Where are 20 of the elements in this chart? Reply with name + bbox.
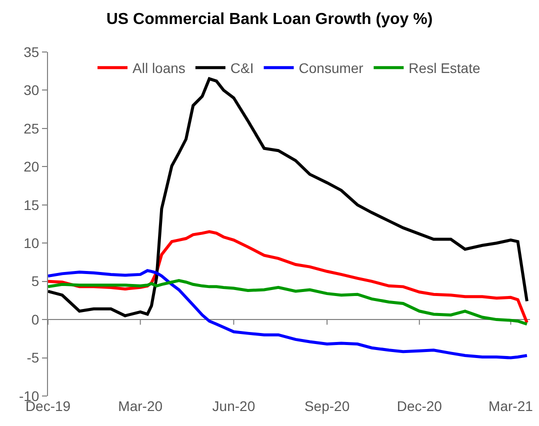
- legend-label: C&I: [230, 60, 254, 76]
- y-tick-label: 30: [24, 82, 40, 98]
- chart-title: US Commercial Bank Loan Growth (yoy %): [106, 10, 433, 28]
- y-tick-label: 0: [31, 311, 40, 328]
- y-tick-label: 10: [24, 235, 40, 252]
- x-tick-label: Jun-20: [212, 398, 256, 414]
- legend-label: All loans: [132, 60, 186, 76]
- legend-label: Resl Estate: [408, 60, 480, 76]
- legend-label: Consumer: [298, 60, 364, 76]
- y-tick-label: -5: [26, 350, 40, 366]
- x-tick-label: Sep-20: [304, 398, 350, 414]
- x-tick-label: Mar-20: [118, 398, 163, 414]
- y-tick-label: 35: [24, 44, 40, 60]
- x-tick-label: Mar-21: [488, 398, 534, 414]
- line-series: [48, 77, 528, 318]
- y-tick-label: 20: [24, 158, 40, 175]
- y-tick-label: 5: [31, 273, 40, 290]
- x-tick-label: Dec-20: [396, 398, 442, 414]
- y-tick-label: 25: [24, 120, 40, 136]
- y-tick-label: 15: [24, 196, 40, 213]
